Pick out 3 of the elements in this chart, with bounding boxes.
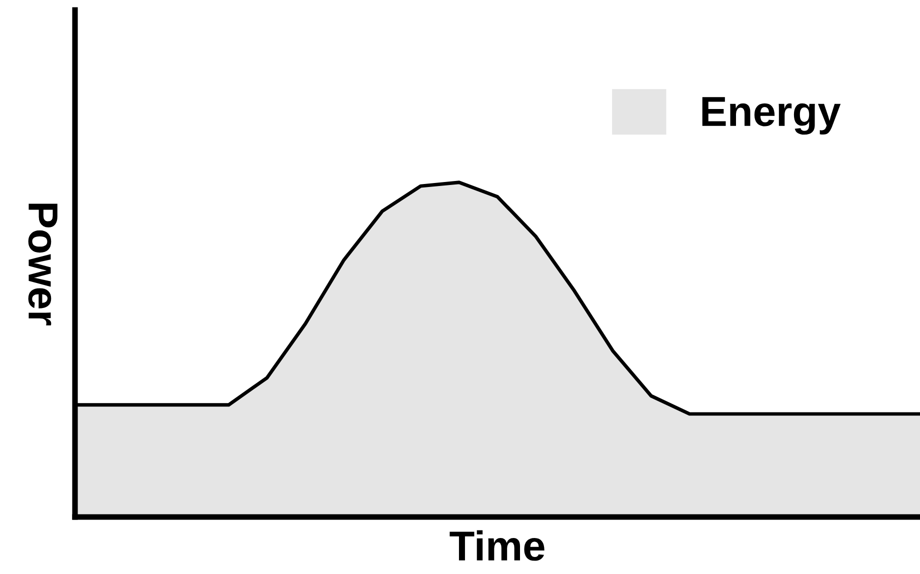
x-axis-title: Time xyxy=(450,530,544,561)
legend-label: Energy xyxy=(702,97,841,135)
y-axis-title: Power xyxy=(28,204,58,326)
